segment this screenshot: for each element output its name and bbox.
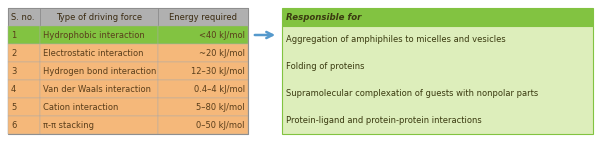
Text: 5: 5 — [11, 103, 16, 112]
Text: Responsible for: Responsible for — [286, 12, 361, 21]
Text: Hydrogen bond interaction: Hydrogen bond interaction — [43, 66, 157, 76]
Bar — [8, 8, 40, 26]
Text: 0–50 kJ/mol: 0–50 kJ/mol — [197, 121, 245, 130]
Bar — [158, 116, 248, 134]
Text: 1: 1 — [11, 30, 16, 39]
Text: Van der Waals interaction: Van der Waals interaction — [43, 85, 151, 94]
Text: 0.4–4 kJ/mol: 0.4–4 kJ/mol — [194, 85, 245, 94]
Text: 2: 2 — [11, 48, 16, 57]
Bar — [8, 8, 248, 134]
Text: π-π stacking: π-π stacking — [43, 121, 94, 130]
Bar — [40, 44, 158, 62]
Text: 4: 4 — [11, 85, 16, 94]
Bar — [8, 44, 40, 62]
Text: Hydrophobic interaction: Hydrophobic interaction — [43, 30, 145, 39]
Text: Energy required: Energy required — [169, 12, 237, 21]
Bar — [40, 116, 158, 134]
Text: Cation interaction: Cation interaction — [43, 103, 118, 112]
Text: Supramolecular complexation of guests with nonpolar parts: Supramolecular complexation of guests wi… — [286, 89, 538, 98]
Bar — [282, 26, 593, 134]
Bar — [8, 98, 40, 116]
Bar — [158, 44, 248, 62]
Text: ~20 kJ/mol: ~20 kJ/mol — [199, 48, 245, 57]
Text: S. no.: S. no. — [11, 12, 35, 21]
Text: Folding of proteins: Folding of proteins — [286, 62, 365, 71]
Text: Type of driving force: Type of driving force — [56, 12, 142, 21]
Bar — [158, 8, 248, 26]
Bar — [40, 26, 158, 44]
Bar — [8, 116, 40, 134]
Bar — [282, 8, 593, 26]
Text: Protein-ligand and protein-protein interactions: Protein-ligand and protein-protein inter… — [286, 116, 482, 125]
Text: Aggregation of amphiphiles to micelles and vesicles: Aggregation of amphiphiles to micelles a… — [286, 35, 506, 44]
Bar — [8, 26, 40, 44]
Bar — [40, 62, 158, 80]
Text: 3: 3 — [11, 66, 16, 76]
Bar — [40, 8, 158, 26]
Text: 12–30 kJ/mol: 12–30 kJ/mol — [191, 66, 245, 76]
Bar — [158, 98, 248, 116]
Bar — [8, 62, 40, 80]
Text: 5–80 kJ/mol: 5–80 kJ/mol — [196, 103, 245, 112]
Bar — [158, 80, 248, 98]
Bar — [158, 26, 248, 44]
Text: <40 kJ/mol: <40 kJ/mol — [199, 30, 245, 39]
Text: 6: 6 — [11, 121, 16, 130]
Bar — [8, 80, 40, 98]
Bar — [158, 62, 248, 80]
Bar — [40, 98, 158, 116]
Text: Electrostatic interaction: Electrostatic interaction — [43, 48, 143, 57]
Bar — [40, 80, 158, 98]
